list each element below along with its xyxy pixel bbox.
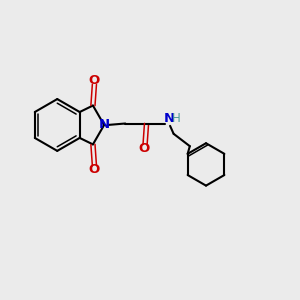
Text: O: O	[139, 142, 150, 155]
Text: H: H	[172, 112, 180, 125]
Text: O: O	[89, 74, 100, 87]
Text: O: O	[89, 163, 100, 176]
Text: N: N	[99, 118, 110, 131]
Text: N: N	[163, 112, 175, 125]
